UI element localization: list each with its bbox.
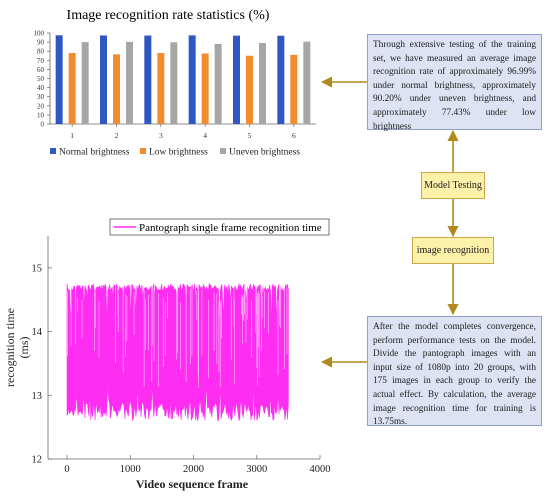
bottom-chart-legend-box: Pantograph single frame recognition time bbox=[109, 218, 330, 236]
bar-uneven-brightness bbox=[303, 41, 311, 124]
top-x-tick-label: 6 bbox=[292, 131, 296, 140]
bar-low-brightness bbox=[113, 54, 120, 125]
bottom-x-tick-label: 0 bbox=[64, 464, 69, 475]
bottom-x-tick-label: 2000 bbox=[183, 464, 204, 475]
top-y-tick-label: 50 bbox=[37, 75, 45, 83]
bottom-chart-legend-label: Pantograph single frame recognition time bbox=[139, 222, 322, 234]
bar-normal-brightness bbox=[55, 35, 63, 124]
bar-uneven-brightness bbox=[214, 43, 222, 124]
top-y-tick-label: 10 bbox=[37, 111, 45, 119]
top-y-tick-label: 20 bbox=[37, 102, 45, 110]
bar-uneven-brightness bbox=[170, 42, 178, 125]
bar-normal-brightness bbox=[100, 35, 107, 124]
legend-swatch bbox=[220, 148, 226, 154]
top-y-tick-label: 70 bbox=[37, 57, 45, 65]
bar-low-brightness bbox=[68, 53, 76, 124]
bottom-y-tick-label: 13 bbox=[32, 391, 43, 402]
top-chart-legend: Normal brightness Low brightness Uneven br… bbox=[50, 148, 300, 158]
bottom-x-tick-label: 3000 bbox=[246, 464, 267, 475]
top-y-tick-label: 60 bbox=[37, 66, 45, 74]
bar-low-brightness bbox=[290, 54, 298, 125]
top-y-tick-label: 40 bbox=[37, 84, 45, 92]
bottom-y-tick-label: 12 bbox=[32, 455, 43, 466]
bottom-x-tick-label: 4000 bbox=[310, 464, 331, 475]
bottom-y-axis-label: recognition time(ms) bbox=[3, 308, 31, 387]
legend-label: Uneven brightness bbox=[229, 148, 300, 158]
model-testing-node: Model Testing bbox=[421, 172, 485, 199]
bottom-chart-axes: 12 13 14 15 0 1000 2000 3000 4000 Video sequence … bbox=[3, 236, 331, 491]
top-x-tick-label: 2 bbox=[115, 131, 119, 140]
legend-swatch bbox=[50, 148, 56, 154]
bar-uneven-brightness bbox=[259, 43, 266, 125]
top-x-tick-label: 1 bbox=[70, 131, 74, 140]
top-x-tick-label: 5 bbox=[248, 131, 252, 140]
top-description-box: Through extensive testing of the trainin… bbox=[367, 34, 542, 132]
top-y-tick-label: 80 bbox=[37, 48, 45, 56]
legend-label: Normal brightness bbox=[59, 148, 130, 158]
bar-normal-brightness bbox=[233, 35, 240, 124]
top-y-tick-label: 90 bbox=[37, 39, 45, 47]
flow-arrows bbox=[320, 76, 459, 368]
legend-swatch bbox=[140, 148, 146, 154]
legend-label: Low brightness bbox=[149, 148, 208, 158]
bar-uneven-brightness bbox=[81, 42, 89, 124]
top-x-tick-label: 3 bbox=[159, 131, 163, 140]
bar-uneven-brightness bbox=[126, 41, 133, 124]
top-y-tick-label: 30 bbox=[37, 93, 45, 101]
image-recognition-node: image recognition bbox=[412, 237, 494, 264]
bar-low-brightness bbox=[201, 53, 209, 124]
bar-low-brightness bbox=[157, 53, 165, 124]
top-chart-bars bbox=[55, 35, 311, 125]
top-chart-title: Image recognition rate statistics (%) bbox=[67, 8, 270, 23]
bar-normal-brightness bbox=[188, 35, 196, 125]
bottom-description-box: After the model completes convergence, p… bbox=[367, 316, 542, 427]
bottom-chart-series bbox=[66, 282, 289, 422]
bar-normal-brightness bbox=[277, 35, 285, 125]
bottom-x-axis-label: Video sequence frame bbox=[136, 477, 249, 491]
top-x-tick-label: 4 bbox=[203, 131, 207, 140]
bar-normal-brightness bbox=[144, 35, 152, 124]
top-y-tick-label: 0 bbox=[41, 121, 45, 129]
bar-low-brightness bbox=[246, 55, 253, 124]
top-y-tick-label: 100 bbox=[34, 30, 45, 38]
bottom-y-tick-label: 15 bbox=[32, 263, 43, 274]
bottom-x-tick-label: 1000 bbox=[120, 464, 141, 475]
bottom-y-tick-label: 14 bbox=[32, 327, 43, 338]
